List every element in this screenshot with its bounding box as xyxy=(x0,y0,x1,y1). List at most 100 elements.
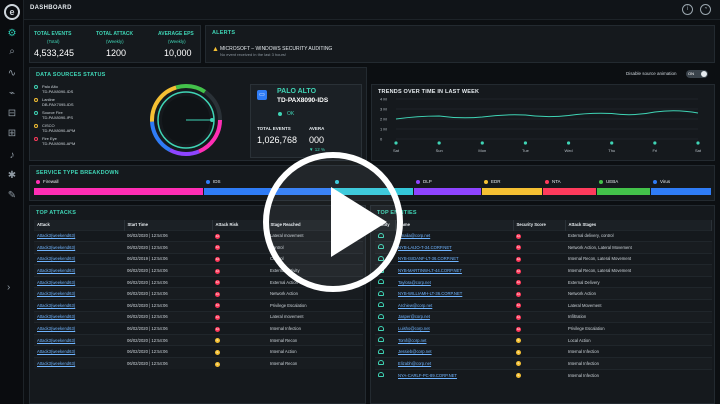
tools-icon[interactable]: ✎ xyxy=(7,190,17,201)
play-icon[interactable] xyxy=(331,187,387,257)
detail-change: ▼ 12 % xyxy=(309,147,325,152)
attack-link[interactable]: Attack3(weekend63) xyxy=(37,314,76,320)
service-type-bar[interactable] xyxy=(651,188,711,195)
service-type-label: DLP xyxy=(423,179,432,184)
network-icon[interactable]: ⊟ xyxy=(7,108,17,119)
search-icon[interactable]: ⌕ xyxy=(9,46,15,57)
entity-link[interactable]: Tomf@corp.net xyxy=(398,337,427,343)
attack-link[interactable]: Attack3(weekend63) xyxy=(37,268,76,274)
col-security-score[interactable]: Security Score xyxy=(513,220,566,230)
expand-sidebar-icon[interactable]: › xyxy=(7,282,11,293)
col-attack-stages[interactable]: Attack Stages xyxy=(565,220,712,230)
table-row[interactable]: Taylora@corp.net H External Delivery xyxy=(375,275,712,288)
score-badge: H xyxy=(516,233,521,239)
service-type-bar[interactable] xyxy=(597,188,650,195)
detail-total-events-label: TOTAL EVENTS xyxy=(257,126,291,131)
stage-reached: Lateral movement xyxy=(267,310,363,323)
attack-link[interactable]: Attack3(weekend63) xyxy=(37,326,76,332)
entity-link[interactable]: NYB-LAIJO-T-34.CORP.NET xyxy=(398,244,452,250)
sidebar: e ⚙ ⌕ ∿ ⌁ ⊟ ⊞ ♪ ✱ ✎ › xyxy=(0,0,24,404)
source-model: TD-PAX8090-APM xyxy=(42,141,76,146)
table-row[interactable]: NYA-CARLF-PC-89.CORP.NET L Internal Infect… xyxy=(375,368,712,381)
table-row[interactable]: Jessieb@corp.net L Internal Infection xyxy=(375,345,712,358)
x-tick-label: Sat xyxy=(393,148,400,153)
attack-stages: Internal Recon, Lateral Movement xyxy=(565,252,712,265)
service-type-label: Virus xyxy=(660,179,671,184)
table-row[interactable]: Attack3(weekend63) 06/02/2020 | 12:54:06 H… xyxy=(34,299,363,312)
score-badge: H xyxy=(516,291,521,297)
stage-reached: Internal Recon xyxy=(267,333,363,346)
source-ring[interactable] xyxy=(148,82,224,158)
service-type-bar[interactable] xyxy=(414,188,481,195)
table-row[interactable]: NYB-ISIDANF-LT-36.CORP.NET H Internal Reco… xyxy=(375,252,712,265)
y-tick-label: 0 xyxy=(380,137,383,142)
table-row[interactable]: Attack3(weekend63) 06/02/2020 | 12:54:06 H… xyxy=(34,310,363,323)
entity-link[interactable]: Amalia@corp.net xyxy=(398,233,431,239)
col-attack[interactable]: Attack xyxy=(34,220,125,230)
table-row[interactable]: NYB-WILLIAMH-LT-36.CORP.NET H Network Acti… xyxy=(375,287,712,300)
risk-badge: H xyxy=(215,326,220,332)
attack-link[interactable]: Attack3(weekend63) xyxy=(37,256,76,262)
entity-link[interactable]: Archiew@corp.net xyxy=(398,302,433,308)
attack-link[interactable]: Attack3(weekend63) xyxy=(37,361,76,367)
service-type-bar[interactable] xyxy=(34,188,203,195)
table-row[interactable]: Elizabh@corp.net L Internal Infection xyxy=(375,357,712,370)
table-row[interactable]: Attack3(weekend63) 06/02/2020 | 12:54:06 L… xyxy=(34,345,363,358)
top-bar: DASHBOARD i ◔ xyxy=(24,0,720,20)
table-row[interactable]: NYB-MARTINW-LT-44.CORP.NET H Internal Reco… xyxy=(375,264,712,277)
service-type-bar[interactable] xyxy=(543,188,596,195)
service-type-label: EDR xyxy=(491,179,501,184)
entity-link[interactable]: NYA-CARLF-PC-89.CORP.NET xyxy=(398,372,457,378)
table-row[interactable]: Attack3(weekend63) 06/02/2020 | 12:54:06 L… xyxy=(34,333,363,346)
risk-badge: H xyxy=(215,291,220,297)
summary-panel: TOTAL EVENTS (Total) 4,533,245 TOTAL ATT… xyxy=(29,25,201,63)
entity-link[interactable]: Elizabh@corp.net xyxy=(398,360,432,366)
attack-link[interactable]: Attack3(weekend63) xyxy=(37,244,76,250)
entity-link[interactable]: Jasper@corp.net xyxy=(398,314,430,320)
attack-link[interactable]: Attack3(weekend63) xyxy=(37,233,76,239)
trends-panel: TRENDS OVER TIME IN LAST WEEK 4 M 3 M 2 M 1… xyxy=(371,84,715,161)
animation-toggle[interactable]: ON xyxy=(686,70,708,78)
service-type-bar[interactable] xyxy=(204,188,332,195)
table-row[interactable]: NYB-LAIJO-T-34.CORP.NET H Network Action, … xyxy=(375,241,712,254)
table-row[interactable]: Tomf@corp.net L Local Action xyxy=(375,333,712,346)
attack-link[interactable]: Attack3(weekend63) xyxy=(37,302,76,308)
entity-link[interactable]: Taylora@corp.net xyxy=(398,279,431,285)
table-row[interactable]: Attack3(weekend63) 06/02/2020 | 12:54:06 H… xyxy=(34,322,363,335)
table-row[interactable]: Attack3(weekend63) 06/02/2020 | 12:54:06 H… xyxy=(34,287,363,300)
source-status-dot xyxy=(34,98,38,102)
source-model: TD-PAX8090-IPS xyxy=(42,115,74,120)
entity-link[interactable]: Jessieb@corp.net xyxy=(398,349,432,355)
bell-icon[interactable]: ♪ xyxy=(9,150,15,161)
col-attack-risk[interactable]: Attack Risk xyxy=(212,220,268,230)
x-tick-dot xyxy=(653,141,657,145)
settings-icon[interactable]: ✱ xyxy=(7,170,17,181)
entity-link[interactable]: NYB-WILLIAMH-LT-36.CORP.NET xyxy=(398,291,463,297)
start-time: 06/02/2020 | 12:54:06 xyxy=(124,264,212,277)
service-type-bar[interactable] xyxy=(482,188,542,195)
table-row[interactable]: Luisho@corp.net H Privilege Escalation xyxy=(375,322,712,335)
table-row[interactable]: Archiew@corp.net H Lateral Movement xyxy=(375,299,712,312)
table-row[interactable]: Attack3(weekend63) 06/02/2020 | 12:54:06 L… xyxy=(34,357,363,370)
alert-item[interactable]: MICROSOFT – WINDOWS SECURITY AUDITING xyxy=(220,46,333,52)
attack-link[interactable]: Attack3(weekend63) xyxy=(37,279,76,285)
activity-icon[interactable]: ∿ xyxy=(7,68,17,79)
entity-link[interactable]: NYB-ISIDANF-LT-36.CORP.NET xyxy=(398,256,459,262)
col-name[interactable]: Name xyxy=(395,220,514,230)
entity-link[interactable]: Luisho@corp.net xyxy=(398,326,430,332)
table-row[interactable]: Jasper@corp.net H Infiltration xyxy=(375,310,712,323)
entity-link[interactable]: NYB-MARTINW-LT-44.CORP.NET xyxy=(398,268,462,274)
dashboard-icon[interactable]: ⚙ xyxy=(7,28,17,39)
topology-icon[interactable]: ⊞ xyxy=(7,128,17,139)
service-type-label: Firewall xyxy=(43,179,59,184)
attack-link[interactable]: Attack3(weekend63) xyxy=(37,349,76,355)
score-badge: H xyxy=(516,303,521,309)
attack-link[interactable]: Attack3(weekend63) xyxy=(37,291,76,297)
user-icon[interactable]: ◔ xyxy=(700,4,711,15)
info-icon[interactable]: i xyxy=(682,4,693,15)
source-name: CISCO xyxy=(42,123,55,128)
pulse-icon[interactable]: ⌁ xyxy=(8,88,16,99)
col-start-time[interactable]: Start Time xyxy=(124,220,213,230)
attack-link[interactable]: Attack3(weekend63) xyxy=(37,337,76,343)
table-row[interactable]: Amalia@corp.net H External delivery, contr… xyxy=(375,229,712,242)
